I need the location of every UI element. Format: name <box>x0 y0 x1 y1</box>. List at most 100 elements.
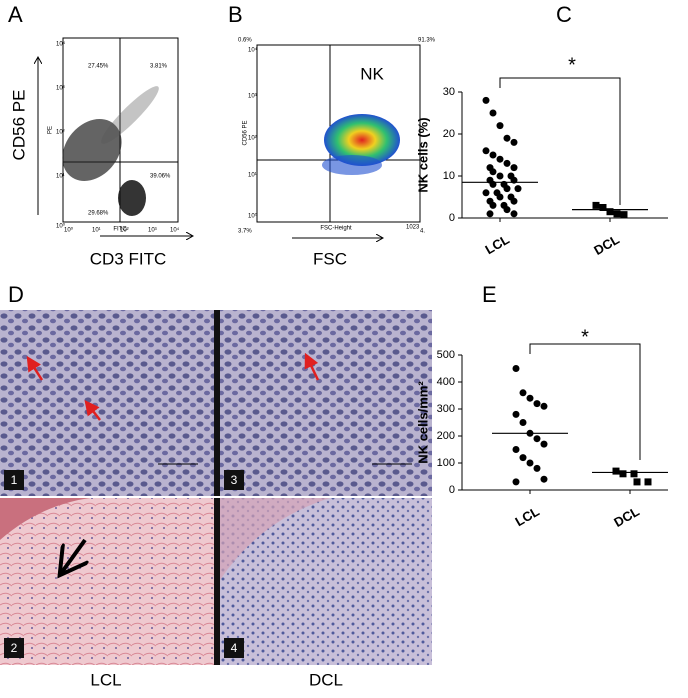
tick-label: 10² <box>248 136 257 142</box>
corner-value: 4. <box>420 229 425 235</box>
data-point <box>489 201 497 209</box>
data-point <box>489 168 497 176</box>
tick-label: 10¹ <box>92 228 101 234</box>
tick-label: 10¹ <box>56 174 65 180</box>
corner-value: 3.7% <box>238 229 252 235</box>
data-point <box>486 210 494 218</box>
data-point <box>540 402 548 410</box>
data-point <box>512 365 520 372</box>
inner-axis-label: PE <box>48 126 54 134</box>
data-point <box>503 185 511 193</box>
y-tick-label: 100 <box>437 457 455 469</box>
tick-label: 10⁴ <box>170 227 180 234</box>
data-point <box>533 435 541 443</box>
y-tick-label: 400 <box>437 376 455 388</box>
panel-label: D <box>8 282 24 307</box>
data-point <box>533 464 541 472</box>
x-tick-label: DCL <box>591 232 622 258</box>
event-cloud <box>62 119 122 181</box>
inner-axis-label: CD56 PE <box>243 120 249 145</box>
significance-mark: * <box>581 326 589 348</box>
data-point <box>482 147 490 155</box>
density-cloud <box>322 155 382 175</box>
data-point <box>526 429 534 437</box>
tick-label: 10¹ <box>248 173 257 179</box>
x-tick-label: LCL <box>482 232 511 258</box>
data-point <box>510 210 518 218</box>
y-tick-label: 30 <box>443 86 455 98</box>
panel-label: E <box>482 282 497 307</box>
data-point <box>599 204 607 211</box>
significance-bracket <box>499 77 621 205</box>
divider <box>214 310 220 665</box>
arrow <box>62 538 85 572</box>
micrograph <box>220 310 432 496</box>
inset-badge <box>224 638 244 658</box>
data-point <box>512 446 520 453</box>
micrograph <box>0 310 214 496</box>
divider <box>0 496 432 498</box>
data-point <box>540 475 548 483</box>
data-point <box>512 410 520 418</box>
data-point <box>533 400 541 408</box>
data-point <box>489 109 497 117</box>
tick-label: 10³ <box>56 86 65 92</box>
inner-axis-label: FITC <box>113 227 127 233</box>
inset-badge <box>4 638 24 658</box>
data-point <box>519 389 527 397</box>
data-point <box>620 211 628 219</box>
group-label: DCL <box>309 670 343 689</box>
data-point <box>512 478 520 486</box>
data-point <box>510 176 518 184</box>
axis-label: CD56 PE <box>9 90 28 161</box>
inset-badge <box>4 470 24 490</box>
data-point <box>496 122 504 130</box>
flow-plot-b: NK 0.6% 91.3% 3.7% 4. 1023 10⁴ 10³ 10² 1… <box>238 38 436 269</box>
x-tick-label: LCL <box>512 504 541 530</box>
y-tick-label: 200 <box>437 430 455 442</box>
tick-label: 10⁰ <box>64 227 74 234</box>
quadrant-value: 29.68% <box>88 211 109 217</box>
tick-label: 10⁴ <box>248 47 258 54</box>
data-point <box>519 454 527 462</box>
data-point <box>503 159 511 167</box>
data-point <box>540 440 548 448</box>
y-tick-label: 500 <box>437 349 455 361</box>
corner-value: 91.3% <box>418 38 436 44</box>
inner-axis-label: FSC-Height <box>320 226 352 232</box>
data-point <box>606 208 614 216</box>
tick-label: 10² <box>120 228 129 234</box>
data-point <box>503 134 511 142</box>
histology-panel: 1 2 3 4 LCL DCL <box>0 310 432 689</box>
data-point <box>514 185 522 193</box>
axis-label: CD3 FITC <box>90 249 167 268</box>
y-tick-label: 10 <box>443 170 455 182</box>
inset-label: 1 <box>11 473 18 487</box>
panel-label: B <box>228 2 243 27</box>
data-point <box>489 151 497 159</box>
data-point <box>619 470 627 478</box>
data-point <box>496 155 504 163</box>
y-axis-label: NK cells/mm² <box>415 381 430 464</box>
quadrant-value: 39.06% <box>150 174 171 180</box>
data-point <box>503 206 511 214</box>
data-point <box>482 96 490 104</box>
inset-badge <box>224 470 244 490</box>
inset-label: 4 <box>231 641 238 655</box>
event-cloud <box>101 86 159 144</box>
quadrant-value: 27.45% <box>88 64 109 70</box>
event-cloud <box>118 180 146 216</box>
data-point <box>496 172 504 180</box>
data-point <box>510 197 518 205</box>
significance-mark: * <box>568 54 576 76</box>
inset-label: 2 <box>11 641 18 655</box>
tick-label: 1023 <box>406 225 420 231</box>
plot-frame <box>256 44 421 223</box>
y-tick-label: 0 <box>449 212 455 224</box>
panel-label: C <box>556 2 572 27</box>
data-point <box>526 394 534 402</box>
data-point <box>519 419 527 426</box>
data-point <box>510 164 518 172</box>
data-point <box>489 180 497 188</box>
